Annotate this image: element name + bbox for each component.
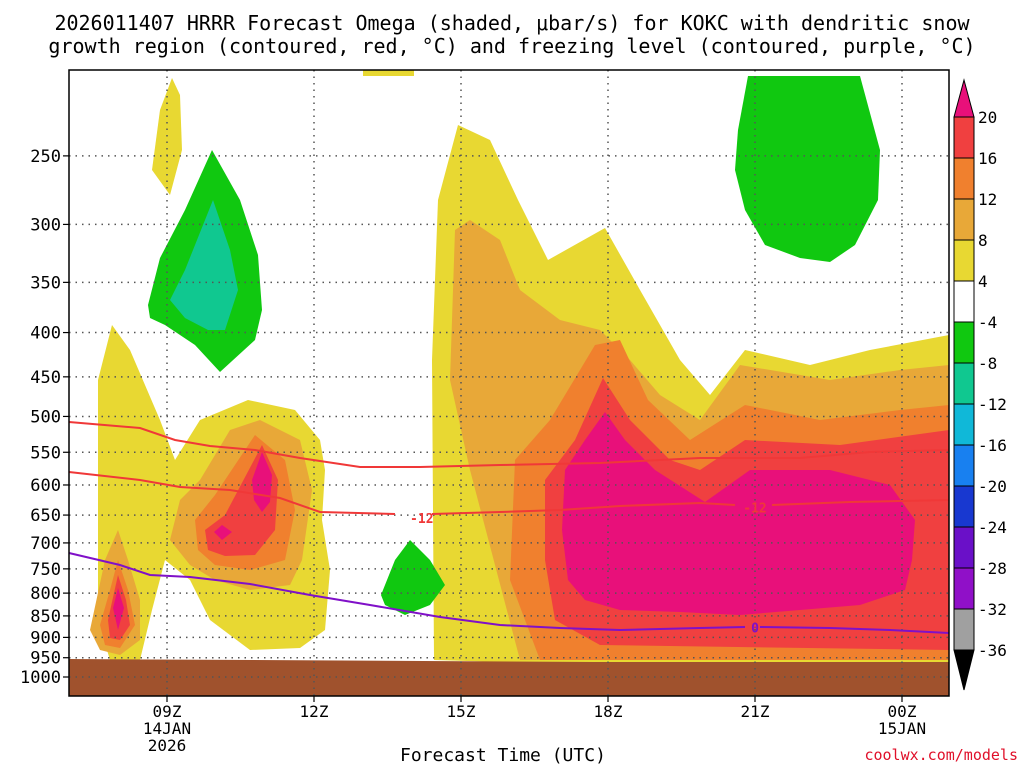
colorbar-segment <box>953 362 975 405</box>
y-tick-label: 600 <box>30 476 61 496</box>
colorbar-label: -36 <box>978 641 1007 660</box>
colorbar-segment <box>953 649 975 691</box>
colorbar-label: 20 <box>978 108 997 127</box>
y-tick-label: 400 <box>30 324 61 344</box>
colorbar-label: -24 <box>978 518 1007 537</box>
y-axis: 2503003504004505005506006507007508008509… <box>20 147 69 688</box>
colorbar-label: -8 <box>978 354 997 373</box>
y-tick-label: 750 <box>30 560 61 580</box>
y-tick-label: 650 <box>30 506 61 526</box>
freezing-level-contour <box>68 552 950 634</box>
colorbar-segment <box>953 239 975 282</box>
y-tick-label: 500 <box>30 407 61 427</box>
colorbar-label: -12 <box>978 395 1007 414</box>
chart-title-line2: growth region (contoured, red, °C) and f… <box>48 34 976 58</box>
colorbar-segment <box>953 485 975 528</box>
omega-band-20 <box>214 525 232 540</box>
colorbar: 20 16 12 8 4 -4 -8 -12 -16 -20 -24 -28 -32 -36 <box>953 78 1007 691</box>
x-tick-label: 14JAN <box>143 719 191 738</box>
colorbar-label: -32 <box>978 600 1007 619</box>
x-tick-label: 12Z <box>300 702 329 721</box>
colorbar-label: -28 <box>978 559 1007 578</box>
omega-band-20 <box>252 452 272 512</box>
y-tick-label: 700 <box>30 534 61 554</box>
x-tick-label: 15JAN <box>878 719 926 738</box>
y-tick-label: 800 <box>30 584 61 604</box>
plot-frame <box>68 69 950 697</box>
y-tick-label: 300 <box>30 215 61 235</box>
omega-band-neg4 <box>735 76 880 262</box>
shaded-field <box>90 70 949 662</box>
omega-band-20 <box>562 412 915 615</box>
x-tick-label: 21Z <box>741 702 770 721</box>
colorbar-label: 12 <box>978 190 997 209</box>
colorbar-segment <box>953 78 975 118</box>
colorbar-label: -16 <box>978 436 1007 455</box>
y-tick-label: 450 <box>30 368 61 388</box>
colorbar-label: 4 <box>978 272 988 291</box>
colorbar-segment <box>953 526 975 569</box>
y-tick-label: 950 <box>30 649 61 669</box>
colorbar-segment <box>953 321 975 364</box>
colorbar-segment <box>953 444 975 487</box>
omega-band-20 <box>113 588 124 630</box>
x-tick-label: 18Z <box>594 702 623 721</box>
colorbar-segment <box>953 116 975 159</box>
colorbar-label: 8 <box>978 231 988 250</box>
contour-label: -12 <box>743 501 766 516</box>
omega-band-neg4 <box>381 540 445 615</box>
omega-band-4 <box>363 70 414 76</box>
y-tick-label: 900 <box>30 628 61 648</box>
x-tick-label: 2026 <box>148 736 187 755</box>
y-tick-label: 1000 <box>20 668 61 688</box>
dgz-lower-contour <box>68 471 950 515</box>
y-tick-label: 850 <box>30 607 61 627</box>
chart-title-line1: 2026011407 HRRR Forecast Omega (shaded, … <box>54 11 970 35</box>
y-tick-label: 250 <box>30 147 61 167</box>
x-tick-label: 15Z <box>447 702 476 721</box>
colorbar-segment <box>953 403 975 446</box>
dgz-upper-contour <box>68 421 950 468</box>
x-axis-title: Forecast Time (UTC) <box>400 745 606 766</box>
grid-lines <box>69 70 949 696</box>
colorbar-segment <box>953 198 975 241</box>
contour-label: 0 <box>751 622 759 637</box>
colorbar-segment <box>953 567 975 610</box>
colorbar-label: 16 <box>978 149 997 168</box>
colorbar-label: -20 <box>978 477 1007 496</box>
colorbar-segment <box>953 157 975 200</box>
colorbar-label: -4 <box>978 313 997 332</box>
y-tick-label: 550 <box>30 443 61 463</box>
omega-band-neg8 <box>170 200 238 330</box>
y-tick-label: 350 <box>30 273 61 293</box>
terrain-edge <box>68 659 950 670</box>
credit-text: coolwx.com/models <box>864 746 1018 764</box>
colorbar-segment <box>953 608 975 651</box>
x-tick-label: 00Z <box>888 702 917 721</box>
x-tick-label: 09Z <box>153 702 182 721</box>
contour-label: -12 <box>410 512 433 527</box>
colorbar-segment <box>953 280 975 323</box>
